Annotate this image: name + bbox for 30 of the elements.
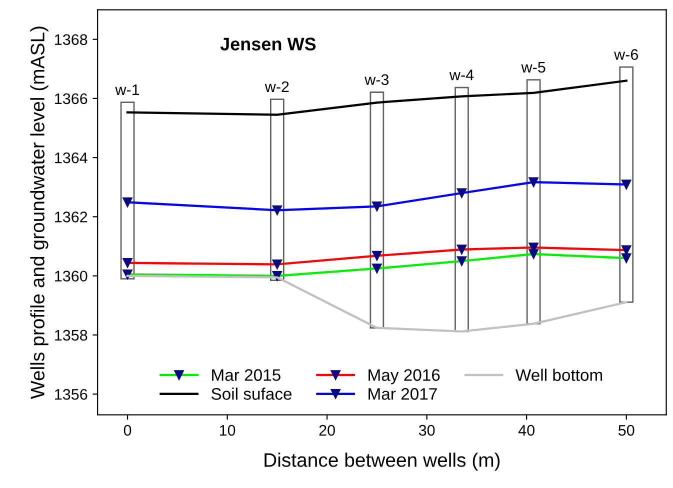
x-tick-label: 40 <box>518 424 534 436</box>
annotation: w-5 <box>521 62 546 73</box>
legend-label: May 2016 <box>368 369 440 384</box>
bar <box>619 66 634 303</box>
legend-label: Soil suface <box>211 388 292 400</box>
x-axis-title: Distance between wells (m) <box>264 452 500 471</box>
y-axis-title: Wells profile and groundwater level (mASL) <box>30 26 48 399</box>
x-tick-label: 0 <box>124 424 132 436</box>
legend-label: Well bottom <box>516 368 602 381</box>
annotation: w-3 <box>364 74 389 86</box>
x-tick-label: 30 <box>418 424 435 436</box>
y-tick-label: 1368 <box>55 34 88 46</box>
annotation: w-1 <box>115 84 140 95</box>
x-tick-label: 20 <box>319 424 335 436</box>
y-tick-label: 1364 <box>55 152 88 164</box>
y-tick-label: 1362 <box>55 212 88 222</box>
bar <box>526 79 541 324</box>
legend-label: Mar 2015 <box>212 369 280 381</box>
y-tick-label: 1360 <box>55 270 88 282</box>
y-tick-label: 1358 <box>55 330 88 341</box>
bar <box>370 92 384 329</box>
annotation: w-2 <box>264 81 289 92</box>
x-tick-label: 50 <box>618 424 634 436</box>
text: Jensen WS <box>220 38 316 50</box>
annotation: w-6 <box>614 49 638 60</box>
annotation: w-4 <box>449 70 474 80</box>
x-tick-label: 10 <box>220 424 236 436</box>
y-tick-label: 1356 <box>55 388 88 400</box>
y-tick-label: 1366 <box>55 93 88 104</box>
legend-label: Mar 2017 <box>368 388 437 400</box>
